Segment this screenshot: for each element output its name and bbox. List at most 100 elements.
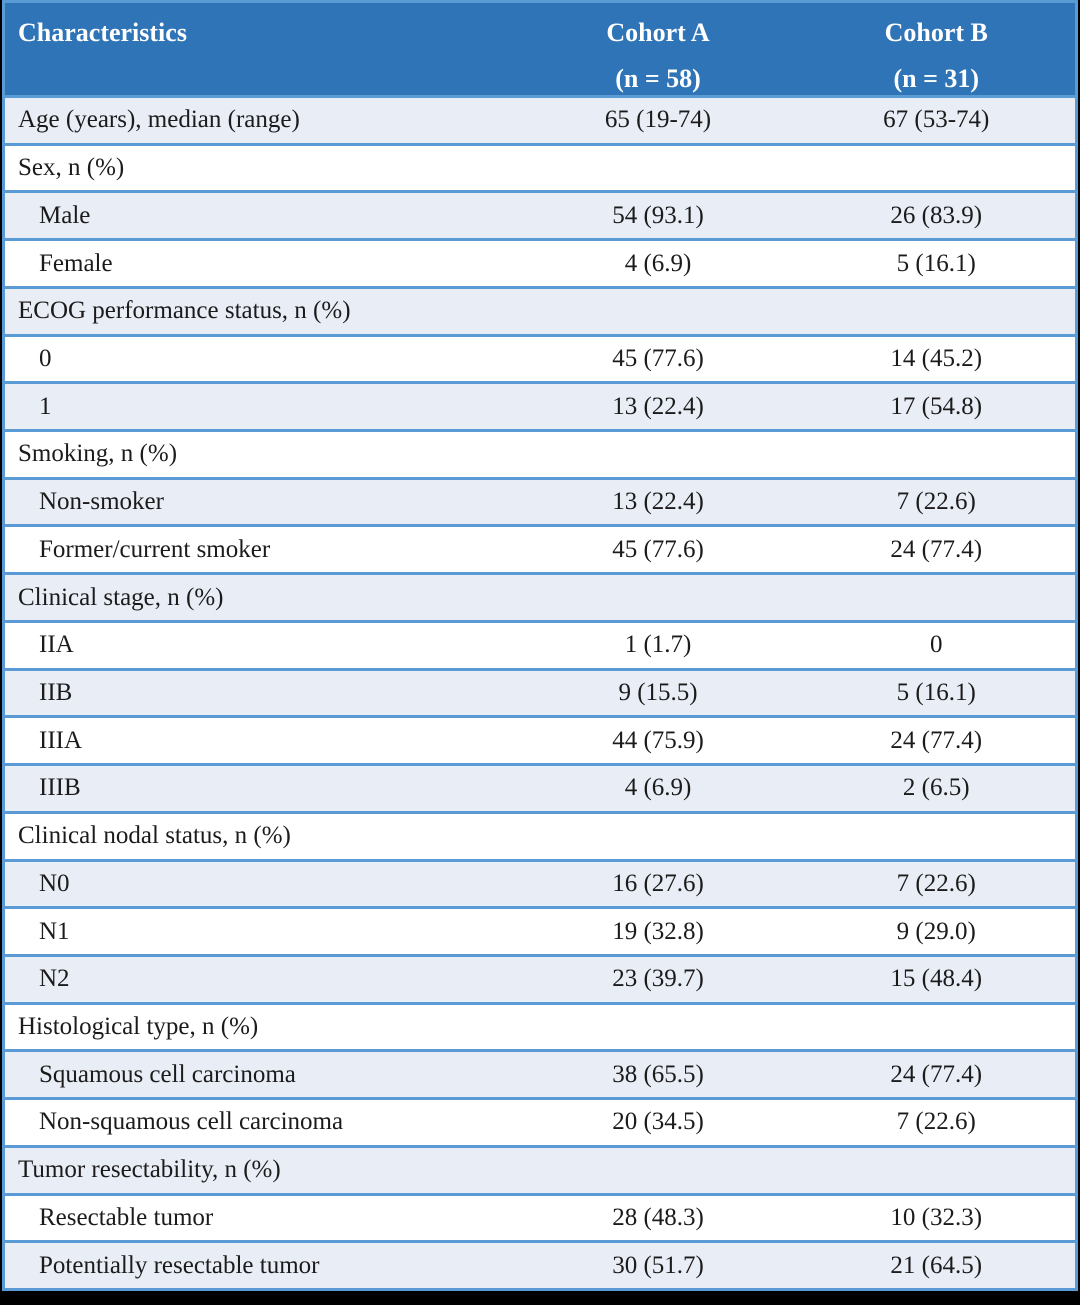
cohort-b-value xyxy=(797,285,1077,336)
cohort-a-value: 1 (1.7) xyxy=(518,619,798,670)
table-row: Female 4 (6.9) 5 (16.1) xyxy=(3,238,1077,288)
row-label: Age (years), median (range) xyxy=(3,95,519,145)
row-label: 1 xyxy=(3,381,519,431)
cohort-a-value xyxy=(518,1144,798,1195)
cohort-b-value: 5 (16.1) xyxy=(797,667,1077,717)
cohort-b-value xyxy=(797,572,1077,622)
cohort-a-value xyxy=(518,810,798,860)
cohort-b-value: 5 (16.1) xyxy=(797,238,1077,288)
cohort-a-value: 16 (27.6) xyxy=(518,858,798,908)
row-label: Female xyxy=(3,238,519,288)
table-row: Squamous cell carcinoma 38 (65.5) 24 (77.4… xyxy=(3,1049,1077,1099)
row-label: Former/current smoker xyxy=(3,524,519,574)
table-row: IIA 1 (1.7) 0 xyxy=(3,619,1077,670)
table-row: 0 45 (77.6) 14 (45.2) xyxy=(3,333,1077,383)
row-label: 0 xyxy=(3,333,519,383)
cohort-a-value xyxy=(518,1001,798,1051)
table-body: Age (years), median (range) 65 (19-74) 67 … xyxy=(3,95,1077,1290)
row-label: Sex, n (%) xyxy=(3,142,519,192)
row-label: IIA xyxy=(3,619,519,670)
cohort-b-value xyxy=(797,142,1077,192)
table-row: N0 16 (27.6) 7 (22.6) xyxy=(3,858,1077,908)
row-label: Smoking, n (%) xyxy=(3,429,519,479)
cohort-b-value: 7 (22.6) xyxy=(797,1097,1077,1147)
cohort-b-value: 10 (32.3) xyxy=(797,1192,1077,1242)
row-label: Clinical stage, n (%) xyxy=(3,572,519,622)
row-label: N2 xyxy=(3,953,519,1004)
table-row: Smoking, n (%) xyxy=(3,429,1077,479)
table-row: Histological type, n (%) xyxy=(3,1001,1077,1051)
cohort-a-value: 4 (6.9) xyxy=(518,763,798,813)
cohort-a-value xyxy=(518,142,798,192)
table-row: Resectable tumor 28 (48.3) 10 (32.3) xyxy=(3,1192,1077,1242)
header-cohort-a: Cohort A (n = 58) xyxy=(518,1,798,97)
cohort-a-value: 13 (22.4) xyxy=(518,476,798,526)
cohort-b-value: 21 (64.5) xyxy=(797,1240,1077,1290)
row-label: Tumor resectability, n (%) xyxy=(3,1144,519,1195)
header-characteristics-label: Characteristics xyxy=(18,18,187,47)
table-row: Sex, n (%) xyxy=(3,142,1077,192)
cohort-b-value: 67 (53-74) xyxy=(797,95,1077,145)
table-row: N2 23 (39.7) 15 (48.4) xyxy=(3,953,1077,1004)
cohort-a-value: 44 (75.9) xyxy=(518,715,798,765)
cohort-b-value: 15 (48.4) xyxy=(797,953,1077,1004)
cohort-a-value: 4 (6.9) xyxy=(518,238,798,288)
cohort-a-value xyxy=(518,285,798,336)
cohort-b-value: 2 (6.5) xyxy=(797,763,1077,813)
cohort-a-value: 9 (15.5) xyxy=(518,667,798,717)
cohort-a-value: 45 (77.6) xyxy=(518,524,798,574)
cohort-a-value xyxy=(518,572,798,622)
cohort-b-value: 0 xyxy=(797,619,1077,670)
cohort-b-value: 7 (22.6) xyxy=(797,858,1077,908)
cohort-b-value xyxy=(797,429,1077,479)
row-label: IIIB xyxy=(3,763,519,813)
table-row: Clinical stage, n (%) xyxy=(3,572,1077,622)
row-label: Non-squamous cell carcinoma xyxy=(3,1097,519,1147)
cohort-b-value: 24 (77.4) xyxy=(797,715,1077,765)
table-row: 1 13 (22.4) 17 (54.8) xyxy=(3,381,1077,431)
cohort-b-value: 7 (22.6) xyxy=(797,476,1077,526)
table-row: Tumor resectability, n (%) xyxy=(3,1144,1077,1195)
row-label: N1 xyxy=(3,906,519,956)
table-row: Age (years), median (range) 65 (19-74) 67 … xyxy=(3,95,1077,145)
header-cohort-a-n: (n = 58) xyxy=(615,64,701,93)
cohort-a-value: 65 (19-74) xyxy=(518,95,798,145)
row-label: Squamous cell carcinoma xyxy=(3,1049,519,1099)
table-row: Clinical nodal status, n (%) xyxy=(3,810,1077,860)
cohort-a-value: 20 (34.5) xyxy=(518,1097,798,1147)
header-cohort-b-label: Cohort B xyxy=(884,18,988,47)
table-row: N1 19 (32.8) 9 (29.0) xyxy=(3,906,1077,956)
cohort-b-value: 24 (77.4) xyxy=(797,524,1077,574)
row-label: Male xyxy=(3,190,519,240)
row-label: IIB xyxy=(3,667,519,717)
cohort-b-value: 24 (77.4) xyxy=(797,1049,1077,1099)
cohort-b-value: 14 (45.2) xyxy=(797,333,1077,383)
table-row: IIIB 4 (6.9) 2 (6.5) xyxy=(3,763,1077,813)
row-label: Resectable tumor xyxy=(3,1192,519,1242)
header-cohort-b: Cohort B (n = 31) xyxy=(797,1,1077,97)
table-row: IIB 9 (15.5) 5 (16.1) xyxy=(3,667,1077,717)
cohort-a-value: 54 (93.1) xyxy=(518,190,798,240)
table-row: Male 54 (93.1) 26 (83.9) xyxy=(3,190,1077,240)
header-characteristics: Characteristics xyxy=(3,1,519,97)
row-label: Non-smoker xyxy=(3,476,519,526)
cohort-b-value xyxy=(797,1001,1077,1051)
row-label: N0 xyxy=(3,858,519,908)
table-row: Non-squamous cell carcinoma 20 (34.5) 7 (2… xyxy=(3,1097,1077,1147)
table-header: Characteristics Cohort A (n = 58) Cohort… xyxy=(3,1,1077,97)
row-label: Clinical nodal status, n (%) xyxy=(3,810,519,860)
cohort-a-value: 13 (22.4) xyxy=(518,381,798,431)
cohort-b-value xyxy=(797,810,1077,860)
header-cohort-b-n: (n = 31) xyxy=(893,64,980,93)
table-row: Potentially resectable tumor 30 (51.7) 21 … xyxy=(3,1240,1077,1290)
cohort-a-value: 45 (77.6) xyxy=(518,333,798,383)
row-label: Histological type, n (%) xyxy=(3,1001,519,1051)
cohort-a-value: 19 (32.8) xyxy=(518,906,798,956)
row-label: Potentially resectable tumor xyxy=(3,1240,519,1290)
cohort-a-value: 23 (39.7) xyxy=(518,953,798,1004)
cohort-b-value: 26 (83.9) xyxy=(797,190,1077,240)
cohort-a-value xyxy=(518,429,798,479)
row-label: ECOG performance status, n (%) xyxy=(3,285,519,336)
